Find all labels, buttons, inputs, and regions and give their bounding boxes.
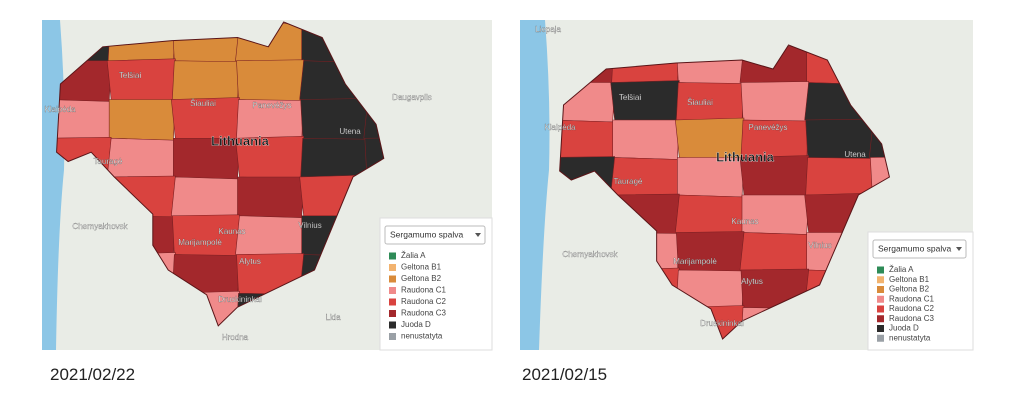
dropdown[interactable] <box>384 225 486 245</box>
legend-swatch <box>389 252 396 260</box>
region <box>237 176 304 219</box>
region <box>741 194 809 235</box>
legend-label: Juoda D <box>889 324 919 333</box>
legend-label: Raudona C2 <box>889 304 934 313</box>
map-label: Šiauliai <box>687 98 713 107</box>
legend-swatch <box>877 334 884 342</box>
legend-label: Raudona C3 <box>401 309 446 318</box>
map-label: Druskininkai <box>218 295 262 304</box>
legend-label: Geltona B1 <box>889 275 930 284</box>
legend-label: nenustatyta <box>401 332 443 341</box>
region <box>108 99 176 141</box>
legend-swatch <box>877 276 884 284</box>
map-label: Chernyakhovsk <box>562 250 618 259</box>
legend-swatch <box>389 275 396 283</box>
dropdown-label: Sergamumo spalva <box>390 229 464 239</box>
map-label: Kaunas <box>731 217 758 226</box>
region <box>106 58 176 102</box>
legend-label: Geltona B2 <box>889 285 930 294</box>
country-border <box>559 44 891 340</box>
legend-swatch <box>389 264 396 271</box>
map-label: Tauragė <box>614 177 643 186</box>
map-label: Vilnius <box>808 241 831 250</box>
map-label: Daugavpils <box>392 93 432 102</box>
region <box>739 232 809 273</box>
legend-swatch <box>877 295 884 303</box>
legend-label: Žalia A <box>889 265 914 274</box>
map-label: Utena <box>844 150 866 159</box>
map-label: Klaipėda <box>544 123 576 132</box>
dropdown-arrow <box>956 247 962 251</box>
region <box>612 119 680 160</box>
legend-label: Raudona C2 <box>401 297 446 306</box>
map-label: Druskininkai <box>700 319 744 328</box>
map-label: Telšiai <box>119 71 141 80</box>
map-label: Hrodna <box>222 333 249 342</box>
dropdown-label: Sergamumo spalva <box>878 243 952 253</box>
region <box>172 60 240 102</box>
region <box>675 194 745 235</box>
map-panel: Lithuania Šiauliai Panevėžys Kaunas Vilnius K… <box>42 20 493 351</box>
map-label: Tauragė <box>94 157 123 166</box>
maps: Lithuania Šiauliai Panevėžys Kaunas Vilnius K… <box>42 20 974 351</box>
legend-swatch <box>877 315 884 323</box>
caption: 2021/02/22 <box>50 365 136 384</box>
region <box>805 157 874 198</box>
legend-label: Žalia A <box>401 251 426 260</box>
legend-label: Geltona B2 <box>401 274 442 283</box>
map-label: Marijampolė <box>673 257 717 266</box>
map-label: Vilnius <box>298 221 321 230</box>
region <box>235 215 304 257</box>
legend-label: Raudona C3 <box>889 314 934 323</box>
map-panel: Lithuania Šiauliai Panevėžys Kaunas Vilnius K… <box>520 20 974 351</box>
dropdown-arrow <box>475 233 481 237</box>
map-label: Lithuania <box>716 149 775 164</box>
map-label: Marijampolė <box>178 238 222 247</box>
region <box>300 137 369 180</box>
caption: 2021/02/15 <box>522 365 608 384</box>
legend-swatch <box>389 310 396 317</box>
map-label: Panevėžys <box>748 123 787 132</box>
legend-swatch <box>389 287 396 294</box>
region <box>171 176 240 219</box>
map-label: Lida <box>325 313 341 322</box>
legend-label: Juoda D <box>401 320 431 329</box>
map-label: Klaipėda <box>44 105 76 114</box>
map-label: Panevėžys <box>252 101 291 110</box>
map-label: Šiauliai <box>190 99 216 108</box>
map-label: Liepaja <box>535 25 561 34</box>
country-border <box>56 21 385 327</box>
map-label: Chernyakhovsk <box>72 222 128 231</box>
legend-label: Raudona C1 <box>401 286 446 295</box>
legend-label: nenustatyta <box>889 333 931 342</box>
map-label: Telšiai <box>619 93 641 102</box>
dropdown[interactable] <box>872 239 967 259</box>
legend-swatch <box>389 321 396 329</box>
map-label: Lithuania <box>211 133 270 148</box>
map-label: Utena <box>339 127 361 136</box>
map-label: Alytus <box>239 257 261 266</box>
legend-label: Raudona C1 <box>889 294 934 303</box>
legend-swatch <box>389 333 396 340</box>
region <box>236 59 304 102</box>
legend-swatch <box>877 325 884 332</box>
map-label: Alytus <box>741 277 763 286</box>
legend-swatch <box>877 266 884 274</box>
legend-swatch <box>877 286 884 293</box>
region <box>740 81 809 123</box>
legend-swatch <box>389 298 396 306</box>
map-label: Kaunas <box>218 227 245 236</box>
legend-label: Geltona B1 <box>401 263 442 272</box>
sea <box>520 20 550 350</box>
legend-swatch <box>877 305 884 313</box>
